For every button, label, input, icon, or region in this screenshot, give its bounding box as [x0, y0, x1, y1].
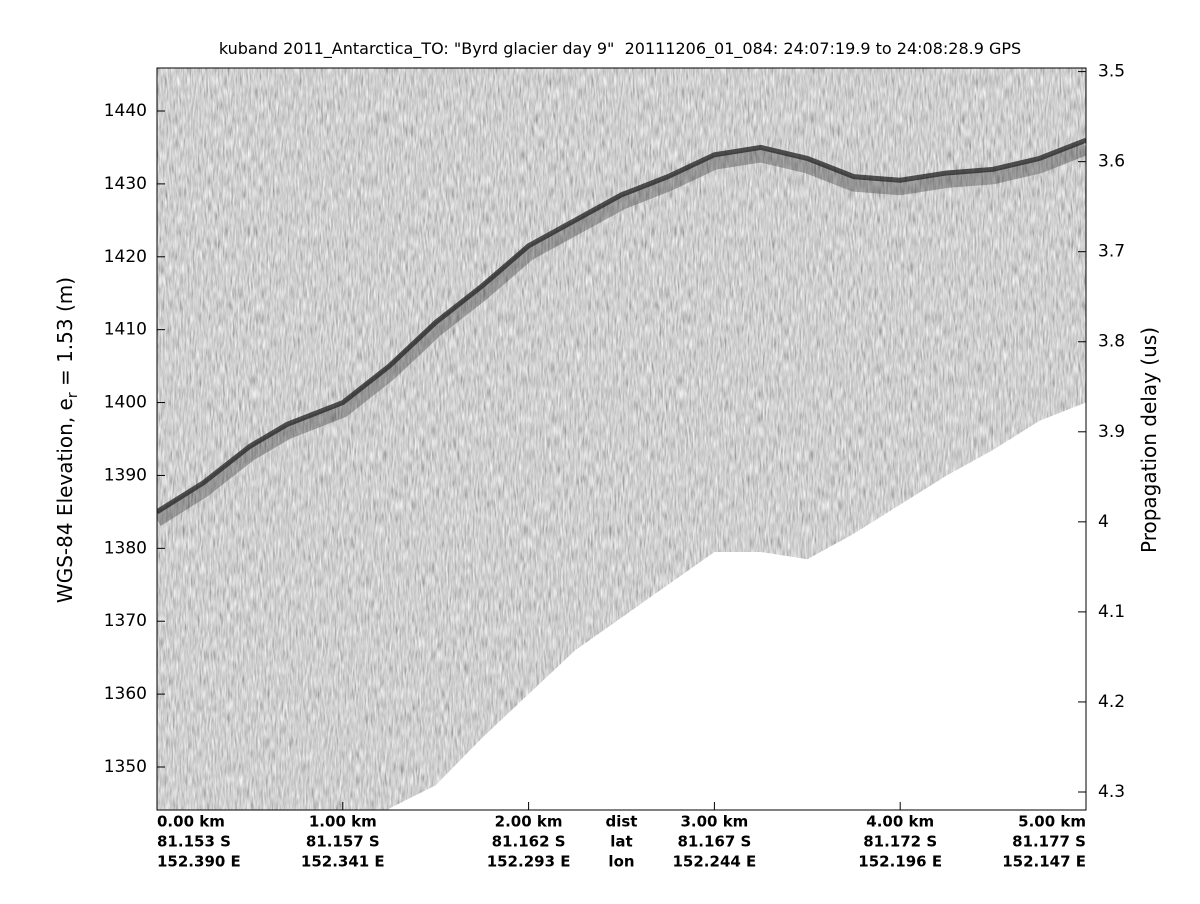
y2-tick-label: 4.2 — [1098, 692, 1125, 712]
lat-label: 81.153 S — [157, 833, 231, 851]
y-tick-label: 1430 — [104, 174, 147, 194]
lat-label: 81.177 S — [1012, 833, 1086, 851]
y2-tick-label: 4.1 — [1098, 602, 1125, 622]
chart-title: kuband 2011_Antarctica_TO: "Byrd glacier… — [219, 39, 1021, 59]
x-tick-label: 1.00 km — [309, 813, 377, 831]
x-tick-label: 2.00 km — [495, 813, 563, 831]
lat-label: 81.162 S — [492, 833, 566, 851]
surface-glow — [157, 141, 1086, 526]
y2-tick-label: 3.7 — [1098, 242, 1125, 262]
plot-area — [157, 68, 1086, 810]
x-tick-label: 3.00 km — [680, 813, 748, 831]
y-tick-label: 1440 — [104, 101, 147, 121]
lon-label: 152.293 E — [487, 853, 571, 871]
y-label-sub: r — [65, 392, 81, 398]
y-tick-label: 1370 — [104, 611, 147, 631]
y2-tick-label: 3.9 — [1098, 422, 1125, 442]
lat-label: 81.167 S — [677, 833, 751, 851]
y2-axis-label: Propagation delay (us) — [1137, 327, 1161, 553]
row-label: lon — [608, 853, 634, 871]
x-tick-label: 0.00 km — [157, 813, 225, 831]
y-label-text: = 1.53 (m) — [53, 277, 77, 392]
y2-tick-label: 4 — [1098, 512, 1109, 532]
plot-frame — [156, 67, 1087, 811]
lat-label: 81.157 S — [306, 833, 380, 851]
y2-tick-label: 3.6 — [1098, 152, 1125, 172]
surface-line — [157, 137, 1086, 515]
lat-label: 81.172 S — [863, 833, 937, 851]
row-label: lat — [610, 833, 632, 851]
y-tick-label: 1420 — [104, 247, 147, 267]
lon-label: 152.244 E — [673, 853, 757, 871]
y2-tick-label: 3.8 — [1098, 332, 1125, 352]
y-tick-label: 1400 — [104, 393, 147, 413]
y-axis-label: WGS-84 Elevation, er = 1.53 (m) — [53, 277, 81, 603]
y-tick-label: 1350 — [104, 757, 147, 777]
lon-label: 152.147 E — [1002, 853, 1086, 871]
y2-tick-label: 4.3 — [1098, 782, 1125, 802]
row-label: dist — [606, 813, 638, 831]
lon-label: 152.196 E — [858, 853, 942, 871]
x-tick-label: 4.00 km — [866, 813, 934, 831]
y-label-text: WGS-84 Elevation, e — [53, 398, 77, 603]
lon-label: 152.390 E — [157, 853, 241, 871]
data-boundary — [389, 402, 1086, 810]
y-tick-label: 1380 — [104, 538, 147, 558]
y2-tick-label: 3.5 — [1098, 62, 1125, 82]
y-tick-label: 1410 — [104, 320, 147, 340]
x-tick-label: 5.00 km — [1018, 813, 1086, 831]
axes: 1350 1360 1370 1380 1390 1400 1410 1420 1430 1440… — [104, 62, 1125, 871]
lon-label: 152.341 E — [301, 853, 385, 871]
y-tick-label: 1390 — [104, 465, 147, 485]
y-tick-label: 1360 — [104, 684, 147, 704]
